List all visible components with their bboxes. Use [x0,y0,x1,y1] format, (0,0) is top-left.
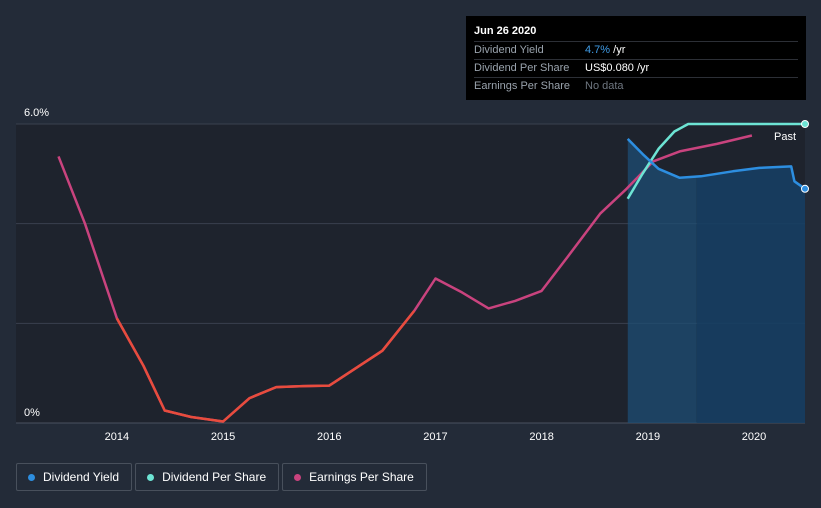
x-tick-label: 2017 [423,431,447,443]
tooltip-row-dividend-per-share: Dividend Per Share US$0.080 /yr [474,59,798,77]
legend-dot-icon [294,473,302,481]
legend: Dividend Yield Dividend Per Share Earnin… [16,463,427,491]
legend-label: Earnings Per Share [309,470,414,484]
dividend-yield-area [627,138,697,423]
tooltip-row-name: Dividend Per Share [474,62,570,74]
tooltip-row-dividend-yield: Dividend Yield 4.7% /yr [474,41,798,59]
dividend-yield-line [626,138,806,190]
tooltip-row-value: 4.7% [585,44,611,56]
dividend-per-share-line [626,122,805,200]
tooltip-row-name: Dividend Yield [474,44,544,56]
legend-dot-icon [147,473,155,481]
x-tick-label: 2019 [636,431,660,443]
legend-item-dividend-per-share[interactable]: Dividend Per Share [135,463,280,491]
legend-item-dividend-yield[interactable]: Dividend Yield [16,463,133,491]
legend-label: Dividend Per Share [162,470,267,484]
tooltip-row-value: US$0.080 [585,62,634,74]
earnings-per-share-line-decline [115,310,416,423]
tooltip: Jun 26 2020 Dividend Yield 4.7% /yr Divi… [466,16,806,100]
dividend-yield-end-marker [801,184,809,193]
tooltip-row-suffix: /yr [610,44,626,56]
y-tick-label: 6.0% [24,107,49,119]
x-tick-label: 2016 [317,431,341,443]
tooltip-row-earnings-per-share: Earnings Per Share No data [474,77,798,95]
past-label: Past [774,131,796,143]
legend-dot-icon [28,473,35,481]
x-tick-label: 2020 [742,431,766,443]
x-tick-label: 2014 [105,431,129,443]
y-tick-label: 0% [24,407,40,419]
tooltip-date: Jun 26 2020 [474,25,537,37]
tooltip-row-value: No data [585,80,624,92]
tooltip-row-name: Earnings Per Share [474,80,570,92]
x-tick-label: 2015 [211,431,235,443]
legend-label: Dividend Yield [43,470,120,484]
x-tick-label: 2018 [529,431,553,443]
dividend-per-share-end-marker [801,120,809,128]
dividend-yield-area-recent [696,166,805,423]
legend-item-earnings-per-share[interactable]: Earnings Per Share [282,463,427,491]
tooltip-row-suffix: /yr [633,62,650,74]
